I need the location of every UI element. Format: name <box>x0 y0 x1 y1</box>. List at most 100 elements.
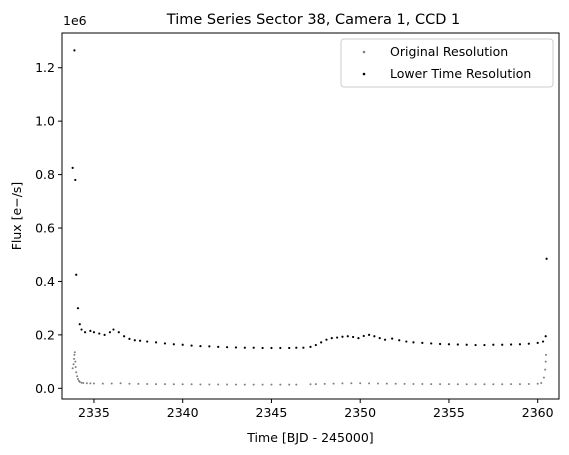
data-point <box>208 383 211 386</box>
data-point <box>295 383 298 386</box>
data-point <box>509 343 513 346</box>
x-tick-label: 2355 <box>433 405 465 420</box>
data-point <box>302 346 305 349</box>
data-point <box>261 383 264 386</box>
plot-area <box>62 33 559 399</box>
data-point <box>190 344 193 347</box>
data-point <box>323 382 326 385</box>
legend-label-lower: Lower Time Resolution <box>390 66 531 81</box>
data-point <box>146 383 149 386</box>
x-tick-label: 2350 <box>344 405 376 420</box>
data-point <box>430 383 433 386</box>
data-point <box>545 353 548 356</box>
data-point <box>373 335 376 338</box>
data-point <box>217 383 220 386</box>
data-point <box>74 178 77 182</box>
data-point <box>270 383 273 386</box>
data-point <box>483 343 486 347</box>
data-point <box>545 257 548 260</box>
y-axis-label: Flux [e−/s] <box>9 182 24 251</box>
data-point <box>320 341 323 344</box>
data-point <box>128 382 131 385</box>
y-tick-label: 1.0 <box>35 114 55 129</box>
data-point <box>367 333 371 336</box>
data-point <box>261 346 264 350</box>
data-point <box>421 341 424 344</box>
data-point <box>76 377 79 380</box>
x-axis-label: Time [BJD - 245000] <box>246 430 373 445</box>
data-point <box>146 340 149 343</box>
data-point <box>412 341 415 344</box>
data-point <box>518 383 521 386</box>
data-point <box>540 381 543 384</box>
data-point <box>89 329 92 332</box>
data-point <box>270 346 273 350</box>
data-point <box>154 341 158 344</box>
data-point <box>456 383 459 386</box>
data-point <box>439 383 442 386</box>
y-offset-label: 1e6 <box>63 13 87 28</box>
data-point <box>325 338 328 341</box>
data-point <box>80 381 83 384</box>
data-point <box>295 346 298 349</box>
data-point <box>172 343 175 346</box>
data-point <box>346 335 349 338</box>
x-axis: 2335 2340 2345 2350 2355 2360 <box>78 399 554 420</box>
data-point <box>128 337 131 340</box>
data-point <box>330 336 333 340</box>
data-point <box>92 382 95 385</box>
data-point <box>163 383 166 386</box>
data-point <box>456 343 459 346</box>
data-point <box>279 383 282 386</box>
data-point <box>74 365 77 368</box>
y-tick-label: 0.6 <box>35 221 55 236</box>
data-point <box>78 380 81 383</box>
data-point <box>412 383 415 386</box>
data-point <box>73 351 76 354</box>
data-point <box>98 332 101 335</box>
data-point <box>518 343 522 346</box>
data-point <box>350 382 353 385</box>
y-tick-label: 0.4 <box>35 274 55 289</box>
data-point <box>73 357 76 360</box>
data-point <box>80 328 83 331</box>
data-point <box>225 346 229 349</box>
series-0 <box>71 351 548 386</box>
data-point <box>288 346 291 350</box>
data-point <box>163 342 167 345</box>
data-point <box>252 383 255 386</box>
data-point <box>314 383 317 386</box>
data-point <box>368 382 371 385</box>
data-point <box>288 383 291 386</box>
data-point <box>383 338 387 341</box>
data-point <box>78 323 81 326</box>
data-point <box>181 343 184 346</box>
y-tick-label: 0.2 <box>35 327 55 342</box>
data-point <box>85 382 88 385</box>
data-point <box>474 383 477 386</box>
data-point <box>137 382 140 385</box>
data-point <box>75 371 78 374</box>
data-point <box>544 368 547 371</box>
data-point <box>89 382 92 385</box>
data-point <box>101 382 104 385</box>
data-point <box>394 382 397 385</box>
legend-label-original: Original Resolution <box>390 44 508 59</box>
data-point <box>155 383 158 386</box>
data-point <box>83 331 87 334</box>
data-point <box>133 339 136 342</box>
data-point <box>72 363 75 366</box>
y-tick-label: 0.8 <box>35 167 55 182</box>
y-tick-label: 1.2 <box>35 60 55 75</box>
x-tick-label: 2340 <box>167 405 199 420</box>
data-point <box>544 360 547 363</box>
data-point <box>385 382 388 385</box>
data-point <box>243 383 246 386</box>
legend-box <box>340 38 554 88</box>
data-point <box>376 382 379 385</box>
x-tick-label: 2335 <box>78 405 110 420</box>
data-point <box>76 307 80 310</box>
data-point <box>309 383 312 386</box>
data-point <box>172 383 175 386</box>
data-point <box>421 383 424 386</box>
